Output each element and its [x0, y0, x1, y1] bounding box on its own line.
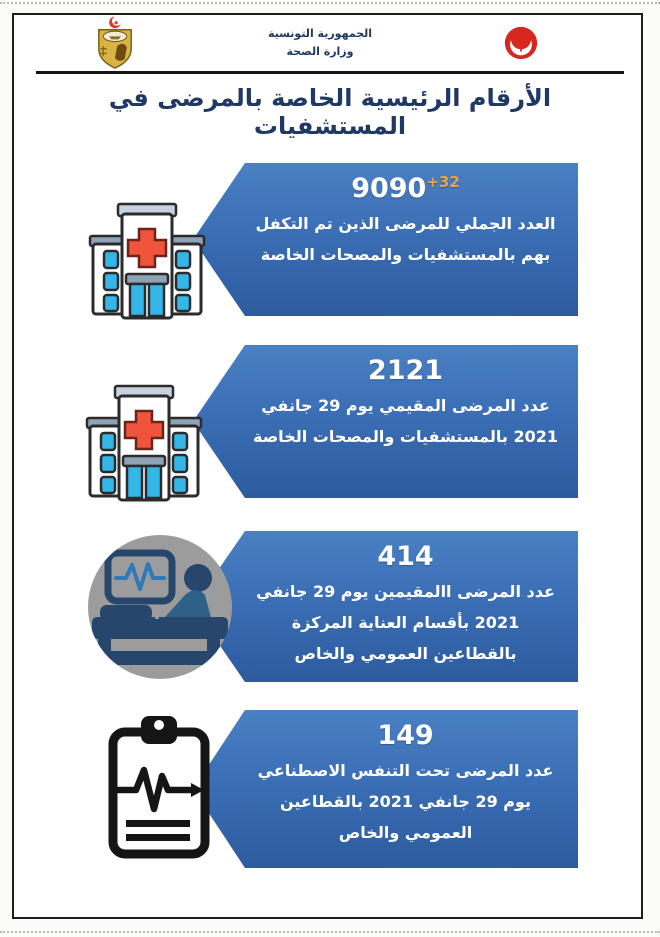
stat-label: عدد المرضى المقيمي يوم 29 جانفي 2021 بال… — [253, 396, 558, 447]
stat-number: 2121 — [367, 355, 444, 386]
hospital-building-icon — [85, 370, 203, 504]
hospital-building-icon — [88, 188, 206, 322]
stat-value: 9090+32 — [253, 173, 558, 204]
page-title: الأرقام الرئيسية الخاصة بالمرضى في المست… — [108, 84, 552, 140]
header-divider-line — [36, 71, 624, 74]
stat-delta: +32 — [426, 173, 460, 191]
stat-number: 149 — [377, 720, 434, 751]
stat-label: عدد المرضى االمقيمين يوم 29 جانفي 2021 ب… — [256, 582, 555, 664]
stat-value: 149 — [253, 720, 558, 751]
stat-banner-ventilated-patients: 149 عدد المرضى تحت التنفس الاصطناعي يوم … — [193, 710, 578, 868]
stat-number: 9090 — [351, 173, 427, 204]
stat-banner-total-patients: 9090+32 العدد الجملي للمرضى الذين تم الت… — [193, 163, 578, 316]
stat-number: 414 — [377, 541, 434, 572]
stat-value: 414 — [253, 541, 558, 572]
page-header: الجمهورية التونسية وزارة الصحة — [40, 15, 620, 71]
ventilator-clipboard-ecg-icon — [103, 712, 215, 862]
republic-title: الجمهورية التونسية — [267, 26, 373, 40]
ministry-title: وزارة الصحة — [286, 45, 354, 58]
stat-banner-icu-patients: 414 عدد المرضى االمقيمين يوم 29 جانفي 20… — [193, 531, 578, 682]
stat-label: العدد الجملي للمرضى الذين تم التكفل بهم … — [255, 214, 556, 265]
scan-edge-bottom — [0, 931, 660, 933]
stat-value: 2121 — [253, 355, 558, 386]
ministry-header-text: الجمهورية التونسية وزارة الصحة — [138, 25, 502, 61]
ministry-of-health-crescent-icon — [502, 24, 540, 62]
tunisia-coat-of-arms-icon — [92, 15, 138, 71]
patient-in-bed-monitor-icon — [86, 533, 234, 681]
scan-edge-top — [0, 2, 660, 4]
stat-label: عدد المرضى تحت التنفس الاصطناعي يوم 29 ج… — [257, 761, 554, 843]
stat-banner-hospitalized-patients: 2121 عدد المرضى المقيمي يوم 29 جانفي 202… — [193, 345, 578, 498]
